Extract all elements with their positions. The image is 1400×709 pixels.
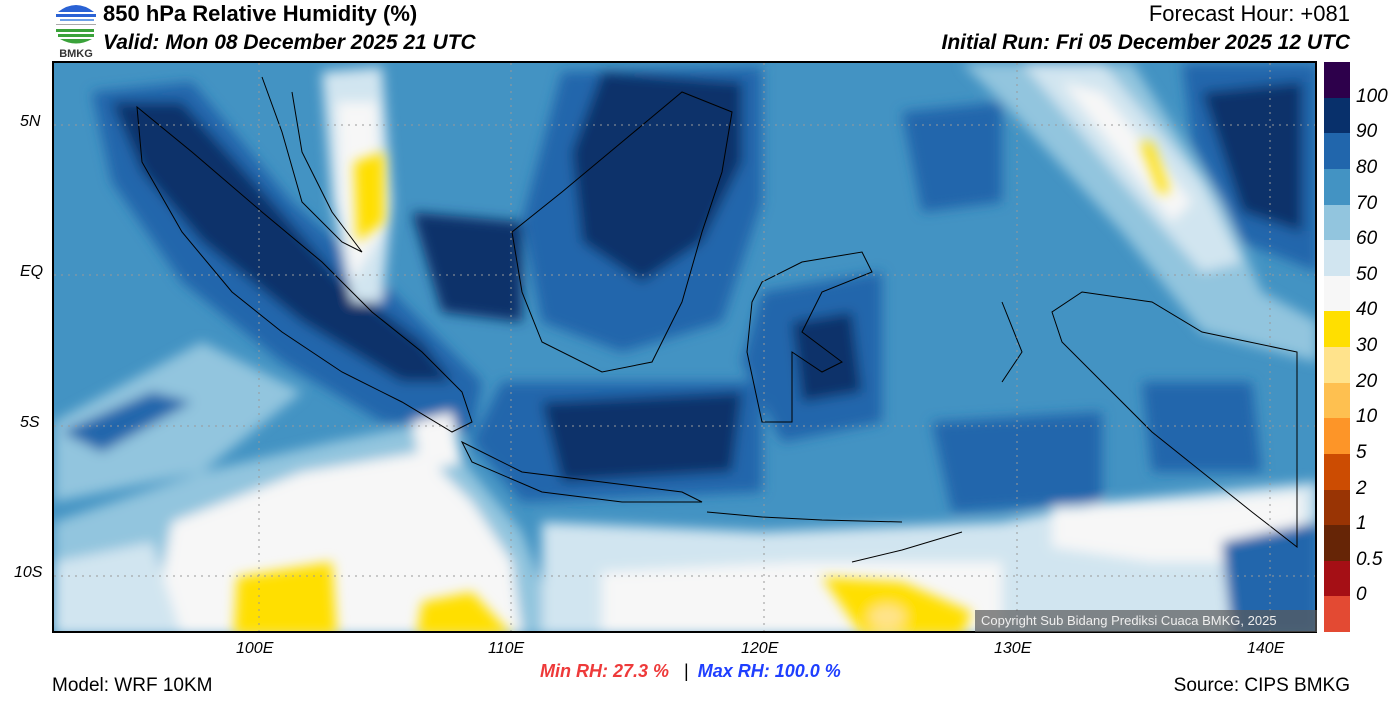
humidity-map bbox=[52, 61, 1317, 633]
lon-label: 120E bbox=[741, 640, 779, 657]
colorbar-segment bbox=[1324, 560, 1350, 597]
forecast-hour: Forecast Hour: +081 bbox=[1148, 1, 1350, 26]
colorbar-label: 20 bbox=[1356, 370, 1378, 392]
model-label: Model: WRF 10KM bbox=[52, 675, 213, 696]
max-rh: Max RH: 100.0 % bbox=[697, 661, 841, 681]
bmkg-logo bbox=[52, 2, 100, 60]
colorbar-segment bbox=[1324, 311, 1350, 348]
chart-title: 850 hPa Relative Humidity (%) bbox=[103, 1, 418, 26]
lat-label: 5S bbox=[20, 414, 40, 431]
colorbar-label: 60 bbox=[1356, 228, 1378, 250]
colorbar-label: 70 bbox=[1356, 192, 1378, 214]
lon-label: 100E bbox=[236, 640, 274, 657]
colorbar-label: 0 bbox=[1356, 584, 1367, 606]
stats-separator: | bbox=[684, 661, 689, 681]
colorbar-segment bbox=[1324, 204, 1350, 241]
min-rh: Min RH: 27.3 % bbox=[540, 661, 670, 681]
humidity-field bbox=[54, 63, 1315, 631]
coastlines bbox=[136, 76, 1298, 563]
colorbar-segment bbox=[1324, 240, 1350, 277]
colorbar-label: 100 bbox=[1356, 85, 1388, 107]
colorbar-label: 50 bbox=[1356, 263, 1378, 285]
valid-time: Valid: Mon 08 December 2025 21 UTC bbox=[103, 31, 476, 54]
colorbar-segment bbox=[1324, 382, 1350, 419]
lon-label: 130E bbox=[994, 640, 1032, 657]
lon-label: 140E bbox=[1247, 640, 1285, 657]
colorbar-label: 1 bbox=[1356, 513, 1367, 535]
lat-label: 5N bbox=[20, 113, 41, 130]
colorbar-segment bbox=[1324, 97, 1350, 134]
colorbar-segment bbox=[1324, 525, 1350, 562]
colorbar-label: 5 bbox=[1356, 441, 1367, 463]
colorbar-label: 10 bbox=[1356, 406, 1378, 428]
initial-run: Initial Run: Fri 05 December 2025 12 UTC bbox=[941, 31, 1350, 54]
gridlines bbox=[54, 63, 1315, 631]
colorbar-segment bbox=[1324, 596, 1350, 633]
colorbar-segment bbox=[1324, 453, 1350, 490]
colorbar-segment bbox=[1324, 489, 1350, 526]
colorbar-label: 90 bbox=[1356, 121, 1378, 143]
colorbar-label: 2 bbox=[1356, 477, 1367, 499]
lat-label: EQ bbox=[20, 263, 44, 280]
colorbar-segment bbox=[1324, 168, 1350, 205]
colorbar-segment bbox=[1324, 133, 1350, 170]
colorbar-segment bbox=[1324, 275, 1350, 312]
colorbar-label: 0.5 bbox=[1356, 548, 1383, 570]
copyright-notice: Copyright Sub Bidang Prediksi Cuaca BMKG… bbox=[975, 610, 1317, 632]
lat-label: 10S bbox=[14, 564, 43, 581]
lon-label: 110E bbox=[488, 640, 525, 657]
logo-text: BMKG bbox=[59, 48, 93, 60]
rh-stats: Min RH: 27.3 % | Max RH: 100.0 % bbox=[540, 661, 841, 682]
colorbar-segment bbox=[1324, 347, 1350, 383]
source-label: Source: CIPS BMKG bbox=[1173, 675, 1350, 696]
colorbar-label: 30 bbox=[1356, 335, 1378, 356]
colorbar-segment bbox=[1324, 418, 1350, 455]
colorbar-label: 80 bbox=[1356, 156, 1378, 178]
colorbar-segment bbox=[1324, 62, 1350, 98]
colorbar-label: 40 bbox=[1356, 299, 1378, 321]
